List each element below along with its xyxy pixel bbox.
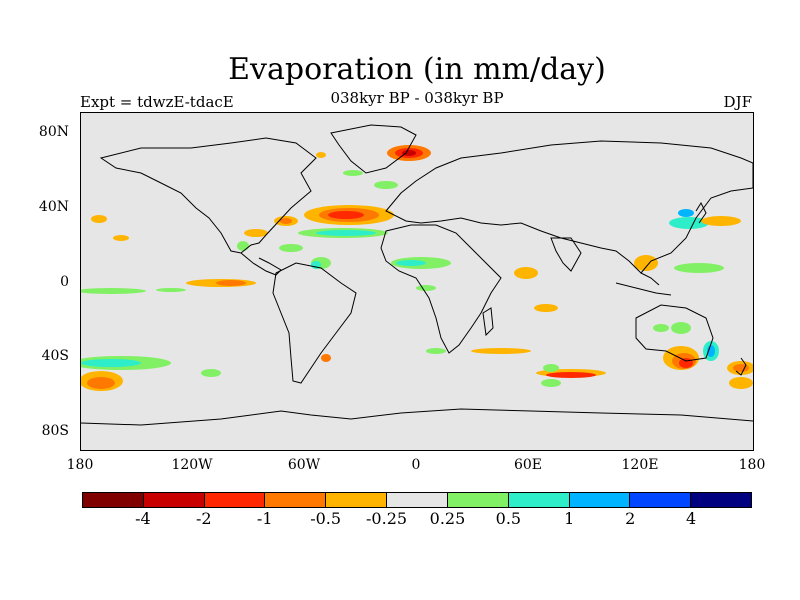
colorbar-label: -1 xyxy=(256,509,273,528)
colorbar-cell xyxy=(630,493,692,507)
colorbar-cell xyxy=(143,493,205,507)
colorbar xyxy=(82,492,752,508)
lon-label-180w: 180 xyxy=(66,457,94,473)
colorbar-cell xyxy=(447,493,509,507)
experiment-label: Expt = tdwzE-tdacE xyxy=(80,93,234,111)
lon-label-120e: 120E xyxy=(621,457,659,473)
colorbar-cell xyxy=(326,493,388,507)
lon-label-180e: 180 xyxy=(738,457,766,473)
colorbar-label: 0.25 xyxy=(429,509,466,528)
lon-label-60e: 60E xyxy=(513,457,543,473)
colorbar-cell xyxy=(204,493,266,507)
lat-label-80s: 80S xyxy=(41,423,69,439)
colorbar-cell xyxy=(691,493,751,507)
map-canvas xyxy=(81,124,753,426)
map-title: Evaporation (in mm/day) xyxy=(228,52,606,87)
lon-label-120w: 120W xyxy=(171,457,213,473)
lon-label-60w: 60W xyxy=(287,457,321,473)
colorbar-label: 0.5 xyxy=(495,509,522,528)
colorbar-label: 1 xyxy=(564,509,575,528)
lat-label-40n: 40N xyxy=(38,199,69,215)
colorbar-cell xyxy=(508,493,570,507)
colorbar-label: -2 xyxy=(196,509,212,528)
colorbar-label: -0.5 xyxy=(310,509,342,528)
lat-label-40s: 40S xyxy=(41,348,69,364)
map-subtitle: 038kyr BP - 038kyr BP xyxy=(330,89,504,107)
colorbar-cell xyxy=(83,493,144,507)
season-label: DJF xyxy=(723,93,752,111)
colorbar-cell xyxy=(387,493,448,507)
lon-label-0: 0 xyxy=(411,457,421,473)
colorbar-label: -0.25 xyxy=(366,509,408,528)
map-panel xyxy=(80,112,754,451)
colorbar-label: 2 xyxy=(625,509,636,528)
colorbar-cell xyxy=(265,493,327,507)
lat-label-80n: 80N xyxy=(38,124,69,140)
colorbar-label: -4 xyxy=(135,509,151,528)
colorbar-cell xyxy=(569,493,631,507)
lat-label-0: 0 xyxy=(60,274,69,290)
anomaly-patches xyxy=(81,145,753,391)
coastlines xyxy=(81,124,753,426)
colorbar-label: 4 xyxy=(685,509,697,528)
